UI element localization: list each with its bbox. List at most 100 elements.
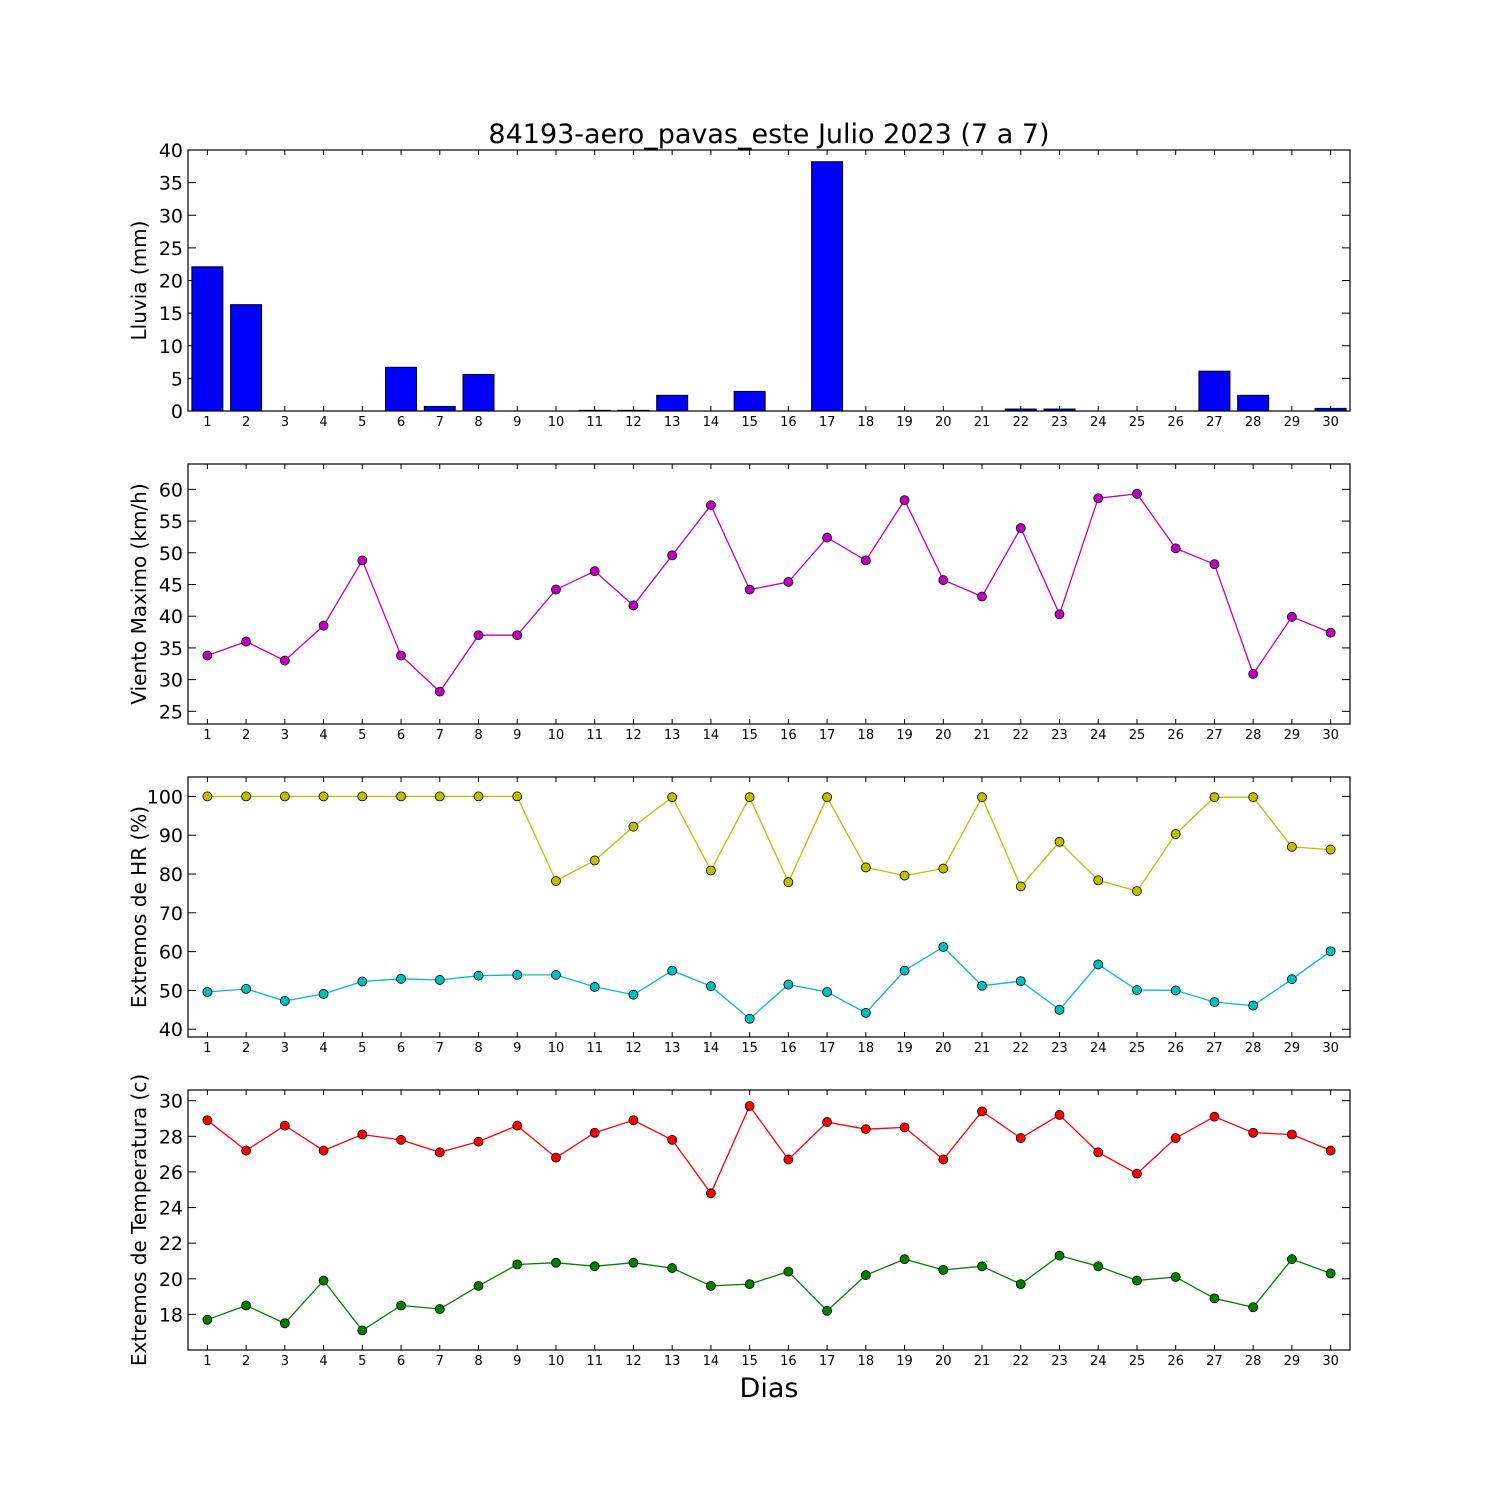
wind-max-point [628, 600, 639, 611]
hr-min-point [202, 987, 213, 997]
hr-max-point [241, 791, 252, 802]
x-tick-label: 24 [1090, 1041, 1107, 1056]
hr-min-point [706, 981, 716, 992]
hr-min-point [938, 942, 949, 952]
hr-min-point [744, 1013, 755, 1024]
hr-max-point [1209, 792, 1220, 803]
x-tick-label: 8 [474, 415, 482, 430]
wind-max-point [977, 591, 987, 602]
x-tick-label: 30 [1322, 728, 1339, 743]
axes-frame [187, 1089, 1351, 1351]
temp-max-point [628, 1115, 639, 1126]
temp-min-point [628, 1257, 639, 1268]
temp-min-point [938, 1264, 949, 1275]
wind-max-point [822, 532, 832, 543]
x-tick-label: 2 [242, 415, 250, 430]
x-tick-label: 2 [242, 728, 250, 743]
x-tick-label: 3 [281, 415, 289, 430]
x-tick-label: 11 [586, 1354, 603, 1369]
hr-max-point [744, 792, 755, 803]
hr-max-point [667, 792, 678, 803]
wind-max-point [1093, 493, 1104, 504]
x-tick-label: 27 [1206, 728, 1223, 743]
wind-max-point [512, 630, 523, 641]
x-tick-label: 9 [513, 1041, 521, 1056]
x-tick-label: 25 [1129, 1041, 1146, 1056]
temp-min-point [241, 1300, 252, 1311]
x-tick-label: 8 [474, 728, 482, 743]
temp-min-point [396, 1300, 406, 1311]
x-tick-label: 10 [548, 728, 565, 743]
y-tick-label: 80 [159, 864, 183, 886]
x-tick-label: 1 [203, 728, 211, 743]
x-tick-label: 12 [625, 1041, 642, 1056]
x-tick-label: 23 [1051, 728, 1068, 743]
x-tick-label: 15 [741, 728, 758, 743]
wind-max-point [1209, 559, 1220, 570]
wind-max-point [1287, 611, 1297, 622]
hr-max-point [899, 870, 910, 881]
x-tick-label: 8 [474, 1041, 482, 1056]
hr-max-point [551, 876, 561, 886]
x-tick-label: 20 [935, 1354, 952, 1369]
x-tick-label: 19 [896, 415, 913, 430]
y-tick-label: 25 [159, 238, 183, 260]
y-tick-label: 18 [159, 1304, 183, 1326]
hr-max-line [207, 795, 1331, 892]
wind-max-point [1248, 669, 1259, 679]
hr-min-point [1248, 1000, 1259, 1011]
x-tick-label: 23 [1051, 1041, 1068, 1056]
hr-min-point [1015, 976, 1026, 987]
x-tick-label: 20 [935, 728, 952, 743]
rain-bar [462, 373, 495, 412]
temp-min-point [318, 1275, 329, 1286]
temp-max-point [241, 1145, 252, 1156]
x-tick-label: 28 [1245, 728, 1262, 743]
hr-min-point [783, 979, 794, 990]
y-tick-label: 25 [159, 701, 183, 723]
temp-min-point [1248, 1302, 1259, 1313]
temp-max-point [938, 1154, 949, 1165]
wind-max-point [667, 550, 678, 561]
y-tick-label: 50 [159, 543, 183, 565]
temp-min-point [279, 1318, 290, 1329]
hr-min-point [1093, 959, 1104, 970]
x-tick-label: 30 [1322, 1041, 1339, 1056]
x-tick-label: 17 [819, 728, 836, 743]
y-tick-label: 24 [159, 1198, 183, 1220]
rain-bar [811, 161, 844, 412]
temp-min-point [1209, 1293, 1220, 1304]
hr-min-point [667, 965, 678, 976]
x-tick-label: 21 [974, 728, 991, 743]
x-tick-label: 7 [436, 415, 444, 430]
x-tick-label: 3 [281, 1041, 289, 1056]
x-tick-label: 4 [319, 1354, 327, 1369]
wind-max-point [202, 650, 213, 661]
hr-max-point [279, 791, 290, 802]
hr-max-point [706, 865, 716, 876]
wind-max-point [1325, 627, 1336, 638]
temp-min-point [706, 1280, 716, 1291]
hr-min-point [1170, 985, 1181, 996]
temp-max-point [589, 1127, 600, 1138]
hr-max-point [1132, 886, 1142, 896]
y-tick-label: 26 [159, 1162, 183, 1184]
x-tick-label: 22 [1012, 1354, 1029, 1369]
x-tick-label: 6 [397, 1041, 405, 1056]
x-tick-label: 14 [703, 1041, 720, 1056]
x-tick-label: 29 [1284, 1354, 1301, 1369]
hr-min-point [357, 976, 368, 987]
x-tick-label: 1 [203, 1041, 211, 1056]
y-tick-label: 20 [159, 271, 183, 293]
hr-min-point [1054, 1004, 1065, 1015]
y-tick-label: 55 [159, 511, 183, 533]
wind-max-line [207, 493, 1331, 693]
temp-min-point [357, 1325, 368, 1336]
hr-min-point [1325, 946, 1336, 957]
temp-max-point [783, 1154, 794, 1165]
hr-min-point [396, 973, 406, 984]
chart-title: 84193-aero_pavas_este Julio 2023 (7 a 7) [488, 119, 1049, 150]
x-tick-label: 30 [1322, 415, 1339, 430]
x-tick-label: 2 [242, 1354, 250, 1369]
x-tick-label: 9 [513, 728, 521, 743]
